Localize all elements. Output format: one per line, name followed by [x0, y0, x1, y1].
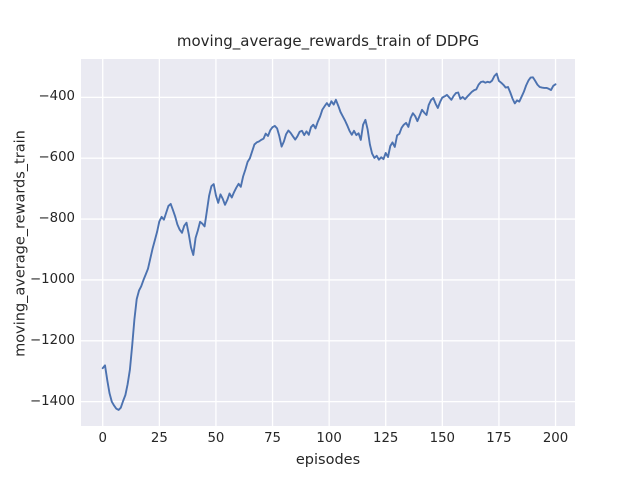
y-tick-label: −600: [38, 150, 75, 166]
x-tick-label: 75: [264, 431, 281, 446]
y-tick-label: −400: [38, 89, 75, 105]
y-tick-label: −800: [38, 211, 75, 227]
chart-title: moving_average_rewards_train of DDPG: [176, 32, 480, 50]
y-tick-label: −1000: [30, 271, 75, 287]
series-line: [101, 72, 557, 411]
line-chart-svg: [81, 59, 575, 426]
x-tick-label: 175: [486, 431, 512, 446]
x-tick-label: 100: [316, 431, 342, 446]
x-tick-label: 150: [429, 431, 456, 446]
x-tick-label: 0: [98, 431, 107, 446]
x-tick-label: 25: [150, 431, 168, 446]
x-axis-label: episodes: [295, 452, 361, 468]
plot-area: [81, 59, 575, 426]
x-tick-label: 200: [542, 431, 569, 446]
x-tick-label: 50: [207, 431, 225, 446]
x-tick-label: 125: [373, 431, 399, 446]
y-tick-label: −1400: [30, 393, 75, 409]
y-tick-label: −1200: [30, 332, 75, 348]
